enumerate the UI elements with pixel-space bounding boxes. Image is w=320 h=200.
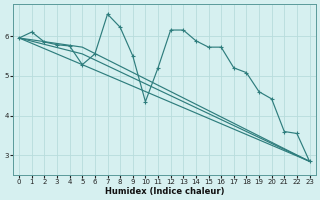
X-axis label: Humidex (Indice chaleur): Humidex (Indice chaleur) xyxy=(105,187,224,196)
